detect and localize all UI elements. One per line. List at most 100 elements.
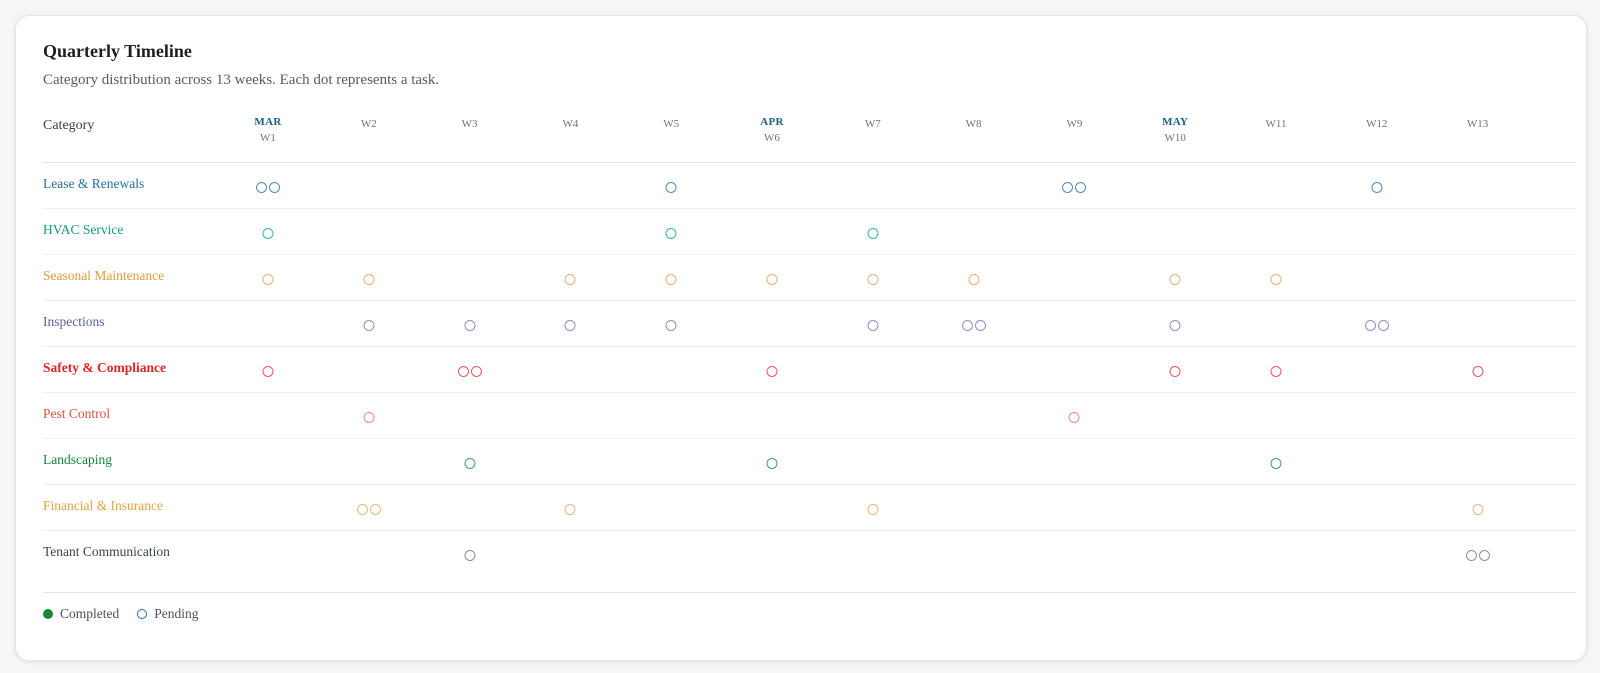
task-dot[interactable] [1169,366,1181,377]
task-dot[interactable] [262,274,274,285]
task-dot-group [665,228,677,239]
legend-completed-label: Completed [60,606,120,621]
month-label: MAR [254,116,282,128]
legend: Completed Pending [43,606,209,622]
task-dot[interactable] [464,550,476,561]
task-dot-group [363,274,375,285]
task-dot[interactable] [1270,274,1282,285]
task-dot-group [665,320,677,331]
category-row: Financial & Insurance [43,485,1576,531]
category-row: Inspections [43,301,1576,347]
task-dot[interactable] [1270,458,1282,469]
task-dot[interactable] [1465,550,1477,561]
task-dot-group [1169,320,1181,331]
task-dot[interactable] [1169,320,1181,331]
task-dot-group [363,412,375,423]
week-header-3: W3 [430,114,510,132]
task-dot-group [1472,504,1484,515]
task-dot-group [356,504,381,515]
week-label: W7 [864,118,881,130]
task-dot-group [1068,412,1080,423]
week-header-4: W4 [530,114,610,132]
timeline-rows: Lease & Renewals HVAC Service Seasonal Mai… [43,163,1576,576]
category-row: Lease & Renewals [43,163,1576,209]
category-label: Inspections [43,314,105,329]
task-dot-group [1270,274,1282,285]
category-label: Lease & Renewals [43,176,145,191]
week-label: W5 [663,118,680,130]
task-dot[interactable] [464,458,476,469]
task-dot-group [262,366,274,377]
task-dot[interactable] [1478,550,1490,561]
category-row: Seasonal Maintenance [43,255,1576,301]
week-label: W11 [1265,118,1287,130]
task-dot-group [961,320,986,331]
task-dot[interactable] [262,228,274,239]
task-dot[interactable] [363,274,375,285]
task-dot[interactable] [766,366,778,377]
task-dot[interactable] [867,228,879,239]
task-dot[interactable] [1062,182,1074,193]
task-dot[interactable] [564,274,576,285]
task-dot[interactable] [968,274,980,285]
task-dot[interactable] [564,504,576,515]
category-row: Safety & Compliance [43,347,1576,393]
task-dot-group [363,320,375,331]
category-label: Tenant Communication [43,544,170,559]
completed-dot-icon [43,609,53,619]
task-dot[interactable] [665,228,677,239]
task-dot[interactable] [665,320,677,331]
pending-dot-icon [137,609,148,619]
week-header-12: W12 [1337,114,1417,132]
category-label: Financial & Insurance [43,498,163,513]
task-dot[interactable] [269,182,280,193]
task-dot[interactable] [363,412,375,423]
task-dot[interactable] [356,504,368,515]
task-dot-group [1270,366,1282,377]
week-label: W10 [1164,132,1186,144]
task-dot-group [256,182,280,193]
task-dot-group [1472,366,1484,377]
task-dot[interactable] [665,182,677,193]
task-dot[interactable] [1068,412,1080,423]
category-label: HVAC Service [43,222,124,237]
week-label: W3 [461,118,478,130]
task-dot[interactable] [974,320,986,331]
task-dot[interactable] [1377,320,1389,331]
task-dot-group [867,504,879,515]
task-dot-group [1371,182,1383,193]
category-row: Tenant Communication [43,531,1576,576]
task-dot-group [867,274,879,285]
task-dot-group [968,274,980,285]
category-row: Landscaping [43,439,1576,485]
task-dot[interactable] [766,274,778,285]
task-dot[interactable] [665,274,677,285]
task-dot-group [766,366,778,377]
task-dot[interactable] [1472,504,1484,515]
category-label: Pest Control [43,406,111,421]
task-dot[interactable] [363,320,375,331]
task-dot[interactable] [867,504,879,515]
task-dot[interactable] [1270,366,1282,377]
task-dot[interactable] [256,182,267,193]
task-dot[interactable] [766,458,778,469]
task-dot[interactable] [464,320,476,331]
week-label: W6 [764,132,780,144]
task-dot[interactable] [1169,274,1181,285]
task-dot[interactable] [1075,182,1087,193]
task-dot[interactable] [1472,366,1484,377]
week-header-10: MAY W10 [1135,114,1215,146]
task-dot[interactable] [867,274,879,285]
task-dot[interactable] [564,320,576,331]
task-dot[interactable] [961,320,973,331]
task-dot[interactable] [1371,182,1383,193]
task-dot[interactable] [867,320,879,331]
task-dot[interactable] [262,366,274,377]
task-dot[interactable] [1364,320,1376,331]
task-dot[interactable] [369,504,381,515]
task-dot[interactable] [470,366,482,377]
page-title: Quarterly Timeline [43,41,192,61]
footer-divider [43,592,1576,593]
task-dot-group [1062,182,1087,193]
task-dot[interactable] [457,366,469,377]
